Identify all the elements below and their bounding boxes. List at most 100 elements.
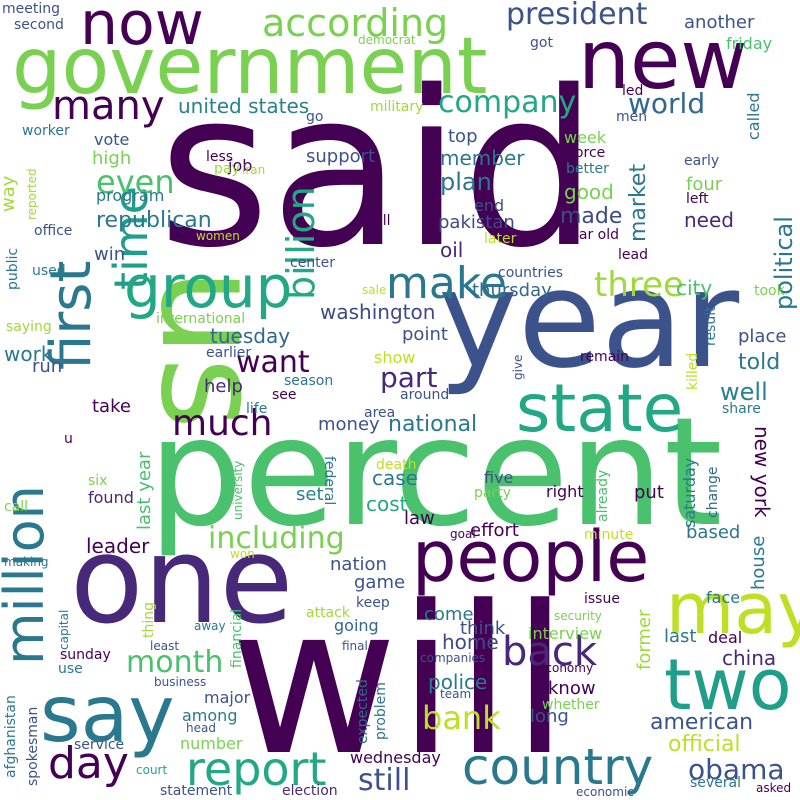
word-say: say [40, 670, 175, 760]
word-major: major [204, 688, 251, 707]
word-result: result [703, 306, 719, 346]
word-security: security [554, 609, 602, 623]
word-washington: washington [320, 300, 436, 324]
word-season: season [284, 373, 334, 389]
word-around: around [400, 387, 450, 403]
word-wednesday: wednesday [350, 748, 441, 767]
word-won: won [230, 547, 255, 561]
word-saying: saying [6, 319, 52, 335]
word-state: state [516, 370, 684, 447]
word-oil: oil [440, 238, 464, 262]
word-support: support [306, 146, 376, 167]
word-led: led [622, 83, 644, 99]
word-public: public [5, 247, 21, 290]
word-second: second [14, 17, 64, 33]
word-percent: percent [148, 386, 723, 560]
word-long: long [530, 706, 569, 727]
word-party: party [474, 485, 511, 501]
word-market: market [626, 163, 651, 242]
word-court: court [136, 763, 168, 777]
word-company: company [438, 85, 577, 120]
word-killed: killed [685, 352, 701, 390]
word-deal: deal [708, 628, 743, 647]
word-think: think [460, 618, 506, 639]
word-plan: plan [440, 168, 492, 196]
word-called: called [744, 92, 763, 141]
word-case: case [372, 466, 418, 490]
word-end: end [474, 196, 505, 215]
word-come: come [424, 604, 474, 625]
word-billion: billion [279, 186, 323, 300]
word-even: even [96, 163, 175, 201]
word-among: among [182, 706, 238, 725]
word-already: already [595, 469, 611, 522]
word-show: show [374, 348, 416, 367]
word-away: away [194, 619, 226, 633]
word-police: police [428, 670, 488, 694]
word-thursday: thursday [472, 280, 552, 301]
word-use: use [58, 661, 83, 677]
word-going: going [334, 616, 379, 635]
word-government: government [12, 22, 488, 112]
word-part: part [380, 361, 438, 394]
word-office: office [34, 223, 73, 239]
word-will: will [230, 563, 569, 800]
word-business: business [154, 675, 207, 689]
word-women: women [196, 229, 240, 243]
word-made: made [560, 204, 623, 229]
word-american: american [650, 710, 754, 735]
word-companies: companies [420, 651, 486, 665]
word-last: last [664, 626, 697, 647]
word-reported: reported [25, 168, 39, 220]
word-official: official [668, 732, 741, 757]
word-day: day [48, 738, 129, 789]
word-making: making [4, 555, 49, 569]
word-face: face [706, 588, 741, 607]
word-used: used [32, 263, 66, 279]
word-national: national [388, 412, 478, 437]
word-worker: worker [22, 123, 70, 139]
word-year-old: year old [562, 227, 620, 243]
word-center: center [290, 255, 336, 271]
word-financial: financial [229, 608, 245, 668]
word-china: china [722, 646, 777, 670]
word-area: area [364, 405, 396, 421]
word-told: told [738, 350, 781, 375]
word-bank: bank [422, 699, 501, 737]
word-still: still [358, 763, 411, 798]
word-month: month [126, 645, 224, 680]
word-international: international [156, 311, 246, 327]
word-united-states: united states [178, 94, 310, 118]
word-economy: economy [538, 661, 594, 675]
word-remain: remain [580, 349, 630, 365]
word-asked: asked [756, 781, 792, 795]
word-team: team [440, 687, 472, 701]
word-cost: cost [366, 492, 408, 516]
word-want: want [236, 345, 310, 380]
word-another: another [684, 12, 755, 33]
word-new: new [578, 13, 748, 108]
word-interview: interview [528, 624, 603, 643]
word-statement: statement [160, 783, 233, 799]
word-iran: iran [242, 163, 266, 177]
word-found: found [88, 488, 134, 507]
word-four: four [686, 174, 723, 195]
word-university: university [231, 460, 245, 520]
word-republican: republican [96, 208, 212, 233]
word-city: city [676, 276, 713, 300]
word-lead: lead [618, 247, 648, 263]
word-world: world [628, 87, 706, 120]
word-set: set [296, 484, 324, 505]
word-head: head [186, 721, 216, 735]
word-issue: issue [584, 591, 620, 607]
word-money: money [318, 414, 380, 435]
word-bill: bill [370, 213, 391, 229]
word-well: well [720, 378, 768, 406]
word-win: win [94, 244, 126, 265]
word-attack: attack [306, 605, 350, 621]
word-way: way [0, 175, 19, 212]
word-now: now [80, 0, 204, 59]
word-home: home [442, 630, 499, 654]
word-one: one [70, 512, 294, 651]
word-got: got [530, 35, 553, 51]
